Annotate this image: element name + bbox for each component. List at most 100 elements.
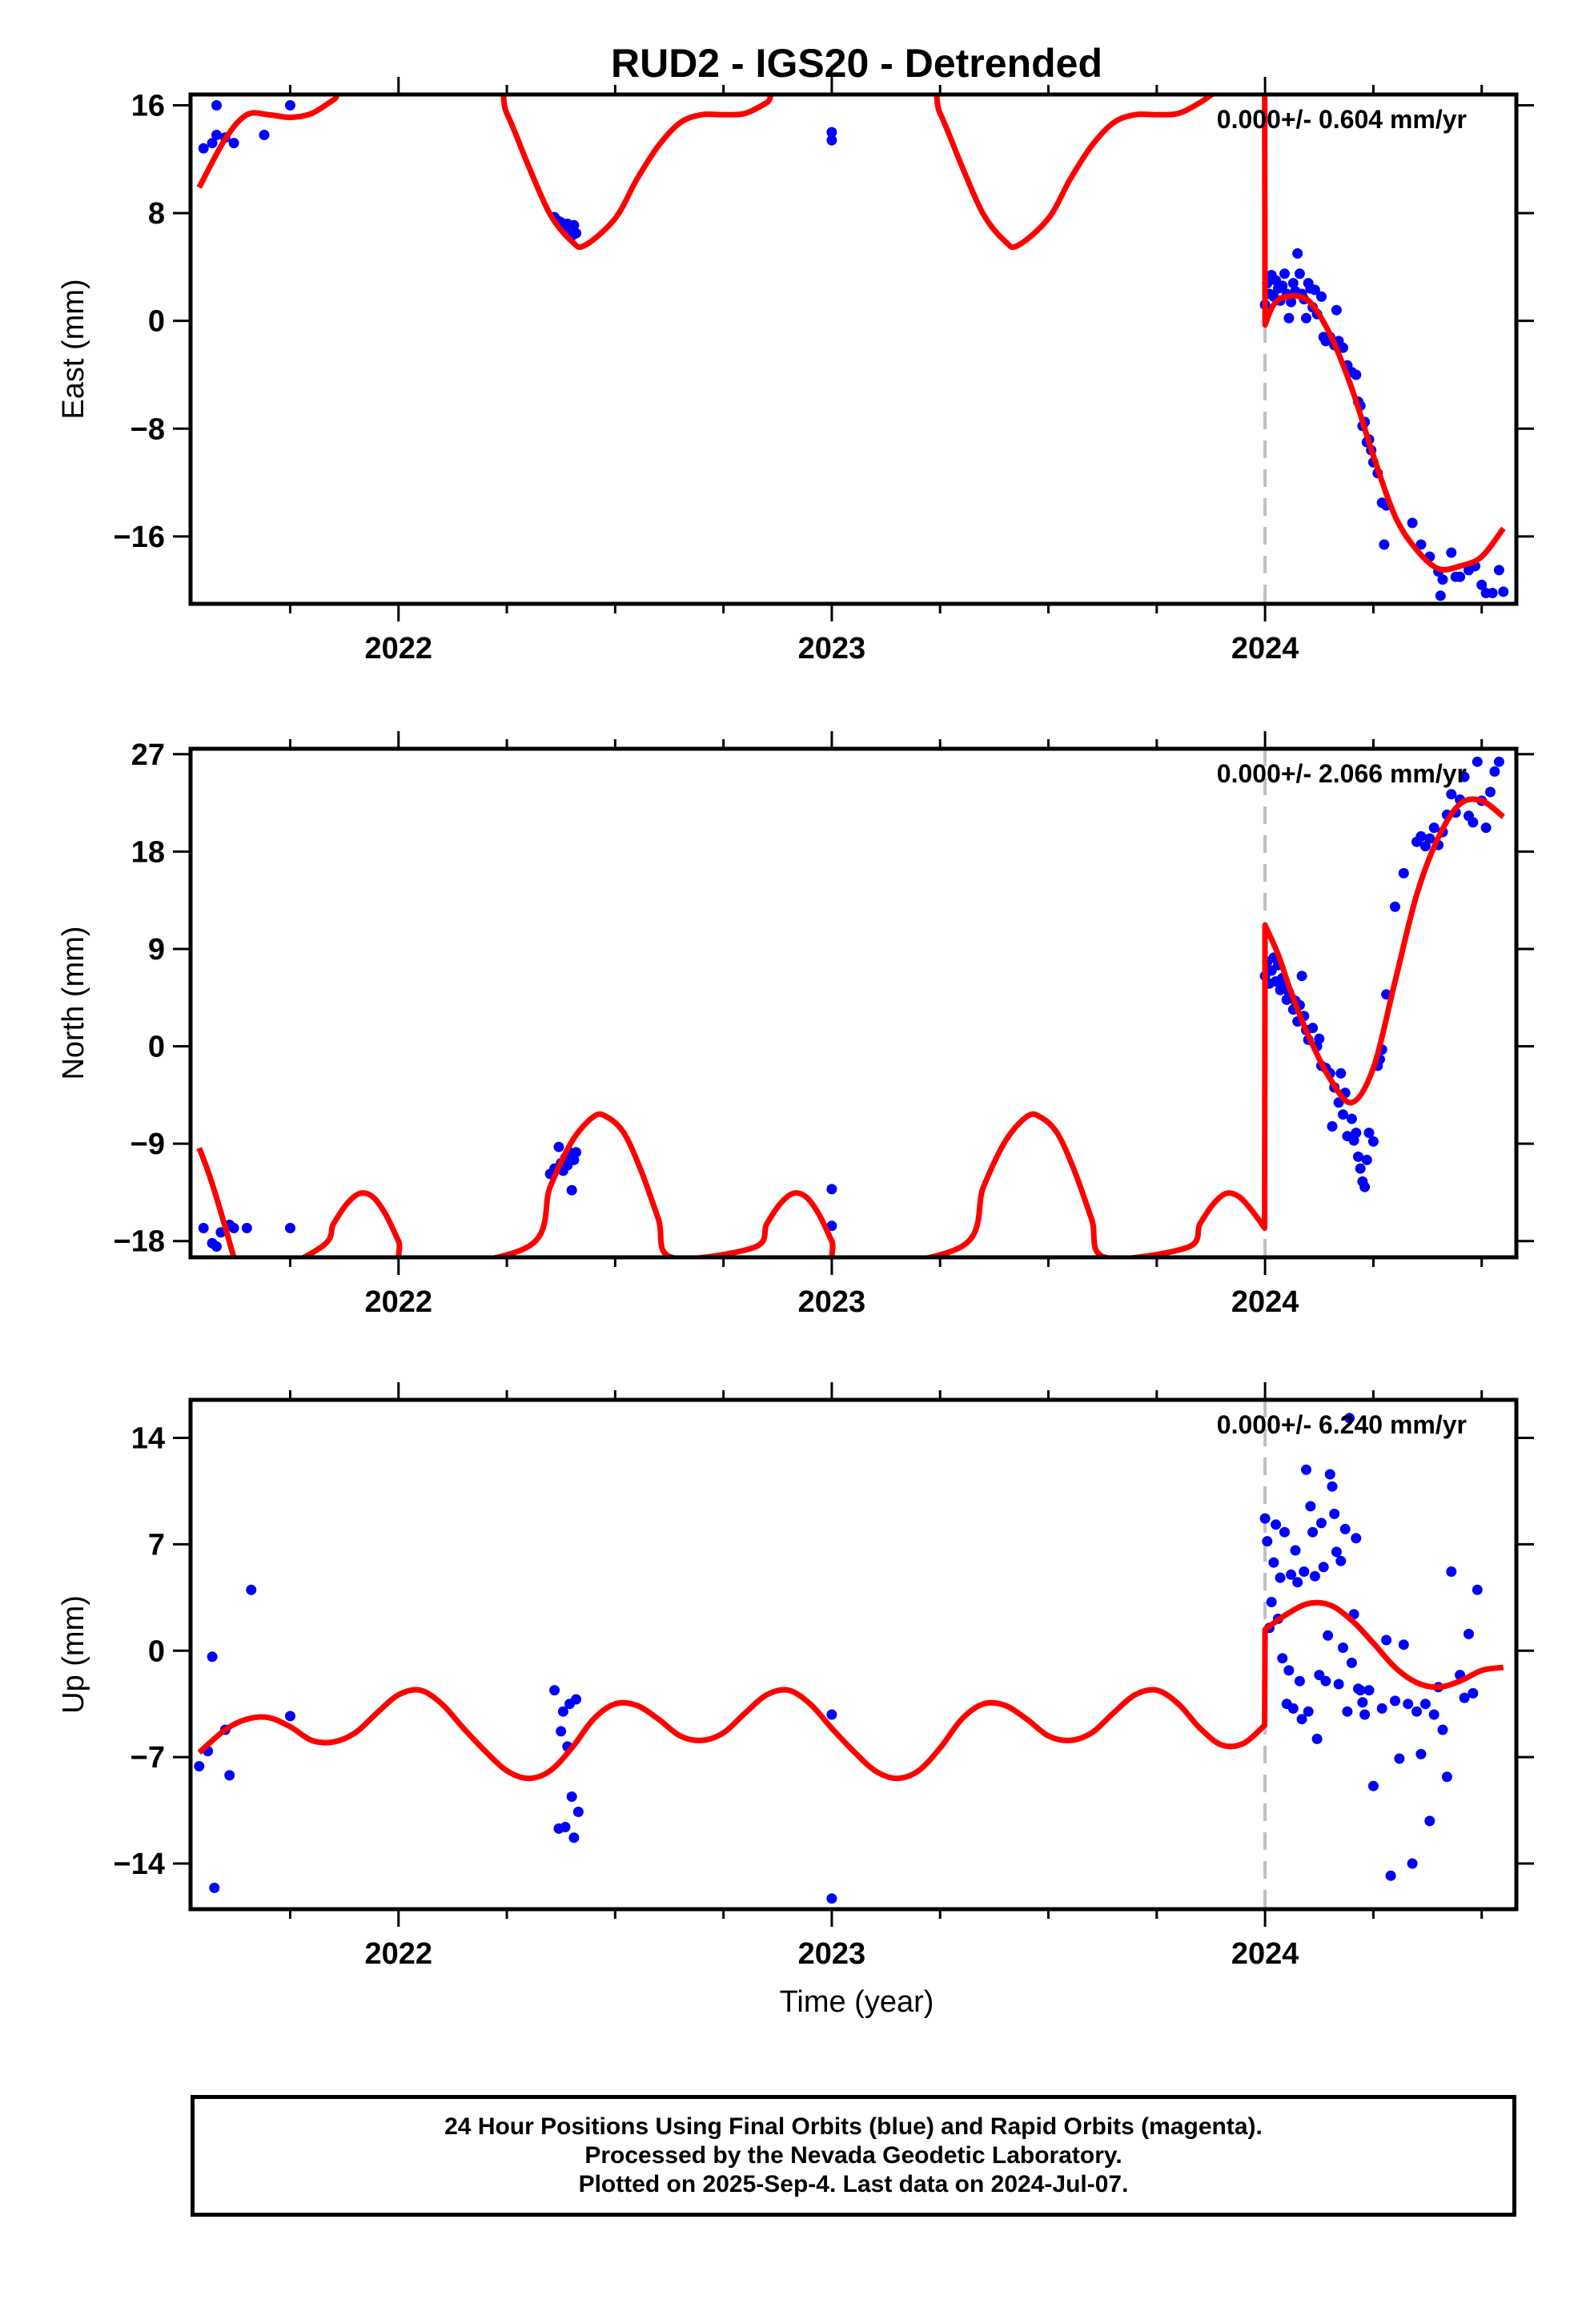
up-data-point <box>568 1832 580 1844</box>
chart-title: RUD2 - IGS20 - Detrended <box>611 41 1102 86</box>
north-data-point <box>1363 1128 1375 1139</box>
north-data-point <box>285 1223 295 1233</box>
east-data-point <box>1309 284 1320 296</box>
up-data-point <box>1296 1714 1307 1725</box>
up-data-point <box>1468 1687 1479 1699</box>
up-data-point <box>1407 1858 1418 1869</box>
east-y-tick-label: −16 <box>114 521 165 554</box>
up-data-point <box>1403 1699 1414 1710</box>
up-data-point <box>1390 1695 1400 1707</box>
up-data-point <box>1329 1508 1340 1519</box>
panel-east: 16 8 0 −8 −16 2022 2023 2024 East (mm) 0.000+/- 0… <box>57 77 1534 665</box>
up-x-tick-label: 2023 <box>798 1937 866 1971</box>
up-data-point <box>1333 1679 1344 1690</box>
x-axis-label: Time (year) <box>780 1985 934 2019</box>
north-data-point <box>1480 822 1492 834</box>
north-data-point <box>826 1220 837 1232</box>
up-data-point <box>1342 1706 1353 1717</box>
up-data-point <box>1259 1513 1271 1524</box>
up-data-point <box>1419 1699 1431 1710</box>
up-data-point <box>1314 1670 1325 1681</box>
up-data-point <box>1363 1685 1375 1696</box>
up-data-point <box>1303 1706 1314 1717</box>
east-rate-label: 0.000+/- 0.604 mm/yr <box>1217 105 1467 134</box>
up-data-point <box>1305 1501 1316 1512</box>
north-data-point <box>1493 756 1504 767</box>
east-data-point <box>1487 588 1498 598</box>
up-data-point <box>1424 1815 1435 1827</box>
north-data-point <box>1424 833 1435 844</box>
up-data-point <box>1320 1675 1331 1687</box>
east-data-point <box>1331 304 1342 316</box>
up-data-point <box>1385 1870 1396 1881</box>
up-data-point <box>1344 1413 1355 1424</box>
north-data-point <box>1346 1113 1357 1124</box>
up-data-point <box>224 1770 235 1781</box>
up-data-point <box>1437 1724 1448 1735</box>
north-data-point <box>1459 771 1470 782</box>
east-data-point <box>1301 312 1311 324</box>
up-data-point <box>1335 1555 1347 1566</box>
north-data-point <box>1472 756 1483 767</box>
up-data-point <box>1415 1748 1427 1759</box>
east-data-point <box>1283 312 1295 324</box>
up-data-point <box>1394 1753 1405 1764</box>
east-data-point <box>1415 539 1427 550</box>
up-plot-frame <box>188 1397 1519 1912</box>
north-data-point <box>571 1147 582 1158</box>
east-y-tick-label: 8 <box>148 197 165 231</box>
north-data-point <box>241 1223 252 1233</box>
north-y-axis-label: North (mm) <box>57 926 90 1080</box>
up-data-point <box>1316 1518 1327 1529</box>
east-data-point <box>1498 586 1509 597</box>
up-data-point <box>571 1694 582 1705</box>
up-x-tick-label: 2022 <box>364 1937 432 1971</box>
east-data-point <box>285 100 295 111</box>
up-data-point <box>556 1726 567 1737</box>
east-y-axis-label: East (mm) <box>57 279 90 419</box>
north-data-point <box>228 1223 239 1233</box>
up-data-point <box>1271 1519 1282 1530</box>
up-data-point <box>1277 1653 1288 1664</box>
north-y-tick-label: −9 <box>130 1128 165 1161</box>
north-data-point <box>1415 830 1427 842</box>
up-data-point <box>1268 1557 1279 1568</box>
footer-line-processed: Processed by the Nevada Geodetic Laborat… <box>584 2142 1122 2169</box>
north-data-point <box>211 1241 222 1252</box>
north-data-point <box>1355 1163 1366 1174</box>
up-model-curve <box>197 1599 1504 1782</box>
east-data-point <box>1435 590 1446 601</box>
east-data-point <box>259 130 270 140</box>
up-y-tick-label: −14 <box>114 1848 165 1881</box>
up-data-point <box>1338 1642 1348 1653</box>
up-data-point <box>549 1685 560 1696</box>
up-data-point <box>1307 1526 1319 1538</box>
up-data-point <box>826 1893 837 1904</box>
up-data-point <box>1411 1706 1422 1717</box>
up-data-point <box>1357 1697 1368 1708</box>
up-data-point <box>246 1584 257 1595</box>
up-data-point <box>1381 1634 1392 1646</box>
gps-timeseries-figure: RUD2 - IGS20 - Detrended 16 8 0 −8 −16 2022 20… <box>57 41 1534 2019</box>
east-data-point <box>1455 571 1466 582</box>
north-data-point <box>1335 1068 1347 1079</box>
east-data-point <box>1287 278 1299 289</box>
up-data-point <box>1286 1569 1297 1580</box>
east-plot-frame <box>188 92 1519 606</box>
north-points <box>198 756 1504 1252</box>
up-data-point <box>1339 1523 1351 1534</box>
panel-up: 14 7 0 −7 −14 2022 2023 2024 Up (mm) 0.000+/- 6.2… <box>57 1382 1534 1971</box>
east-x-tick-label: 2023 <box>798 632 866 665</box>
up-data-point <box>1355 1685 1366 1696</box>
north-data-point <box>1307 1023 1319 1034</box>
up-data-point <box>572 1807 584 1817</box>
east-data-point <box>1351 369 1362 380</box>
up-data-point <box>566 1791 577 1802</box>
east-data-point <box>211 130 222 140</box>
north-y-tick-label: 27 <box>131 738 165 772</box>
north-rate-label: 0.000+/- 2.066 mm/yr <box>1217 759 1467 788</box>
north-data-point <box>1351 1128 1362 1139</box>
north-data-point <box>1367 1136 1379 1147</box>
up-data-point <box>1359 1709 1371 1720</box>
up-data-point <box>194 1761 205 1771</box>
